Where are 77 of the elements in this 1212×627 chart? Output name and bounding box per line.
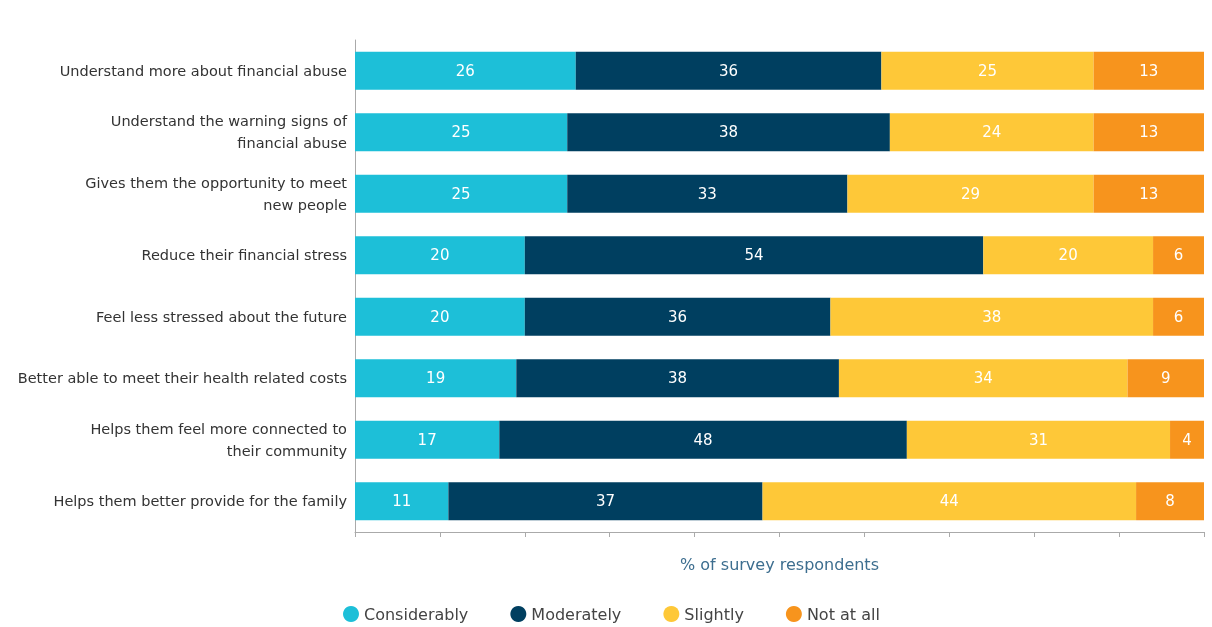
data-label: 38 bbox=[668, 369, 688, 388]
bar bbox=[1127, 359, 1204, 398]
legend-label: Moderately bbox=[531, 604, 622, 624]
bar bbox=[355, 113, 568, 152]
y-tick-label: Better able to meet their health related costs bbox=[17, 370, 347, 387]
data-label: 13 bbox=[1139, 123, 1159, 142]
data-label: 24 bbox=[982, 123, 1002, 142]
data-label: 44 bbox=[939, 492, 959, 511]
data-label: 31 bbox=[1028, 430, 1048, 449]
data-label: 38 bbox=[719, 123, 739, 142]
data-label: 36 bbox=[668, 307, 688, 326]
bar bbox=[1093, 51, 1204, 90]
x-axis-title: % of survey respondents bbox=[680, 554, 879, 574]
bar bbox=[762, 482, 1137, 521]
data-label: 25 bbox=[451, 123, 471, 142]
data-label: 20 bbox=[1058, 246, 1078, 265]
data-label: 20 bbox=[430, 246, 450, 265]
data-label: 25 bbox=[451, 184, 471, 203]
data-label: 33 bbox=[697, 184, 717, 203]
bar bbox=[355, 297, 525, 336]
data-label: 9 bbox=[1161, 369, 1171, 388]
bar bbox=[575, 51, 882, 90]
data-label: 26 bbox=[455, 61, 475, 80]
data-label: 36 bbox=[719, 61, 739, 80]
data-label: 11 bbox=[392, 492, 412, 511]
bar bbox=[516, 359, 839, 398]
data-label: 29 bbox=[960, 184, 981, 203]
bar bbox=[499, 420, 907, 459]
legend-label: Considerably bbox=[364, 604, 469, 624]
data-label: 48 bbox=[693, 430, 713, 449]
bar bbox=[881, 51, 1094, 90]
data-label: 6 bbox=[1173, 307, 1184, 326]
bar bbox=[567, 174, 848, 213]
bar bbox=[567, 113, 890, 152]
bar bbox=[847, 174, 1094, 213]
bar bbox=[906, 420, 1171, 459]
y-tick-label: Helps them feel more connected to their community bbox=[90, 420, 348, 459]
bar bbox=[830, 297, 1154, 336]
data-label: 13 bbox=[1139, 184, 1159, 203]
bar bbox=[889, 113, 1094, 152]
bar bbox=[983, 236, 1154, 275]
bar bbox=[355, 174, 568, 213]
bar bbox=[1153, 236, 1204, 275]
data-label: 38 bbox=[982, 307, 1002, 326]
data-label: 6 bbox=[1173, 246, 1184, 265]
bar bbox=[1170, 420, 1204, 459]
y-tick-label: Helps them better provide for the family bbox=[53, 493, 348, 510]
y-tick-label: Reduce their financial stress bbox=[141, 247, 347, 264]
bar bbox=[1093, 113, 1204, 152]
data-label: 13 bbox=[1139, 61, 1159, 80]
data-label: 54 bbox=[744, 246, 764, 265]
data-label: 34 bbox=[973, 369, 993, 388]
bar bbox=[1093, 174, 1204, 213]
data-label: 25 bbox=[977, 61, 998, 80]
bar bbox=[355, 420, 500, 459]
y-tick-label: Understand the warning signs of financial abuse bbox=[110, 113, 348, 152]
data-label: 4 bbox=[1182, 430, 1192, 449]
data-label: 19 bbox=[426, 369, 446, 388]
data-label: 8 bbox=[1165, 492, 1175, 511]
bar bbox=[355, 359, 517, 398]
bar bbox=[355, 482, 449, 521]
bar bbox=[1136, 482, 1204, 521]
legend-label: Not at all bbox=[806, 604, 880, 624]
data-label: 37 bbox=[595, 492, 615, 511]
bar bbox=[524, 236, 984, 275]
data-label: 20 bbox=[430, 307, 450, 326]
y-tick-label: Gives them the opportunity to meet new people bbox=[85, 174, 348, 213]
bar bbox=[355, 51, 576, 90]
bar bbox=[448, 482, 763, 521]
bar bbox=[524, 297, 831, 336]
y-tick-label: Feel less stressed about the future bbox=[96, 308, 348, 325]
bar bbox=[355, 236, 525, 275]
bar bbox=[1153, 297, 1204, 336]
bar bbox=[838, 359, 1128, 398]
data-label: 17 bbox=[417, 430, 437, 449]
legend-label: Slightly bbox=[684, 604, 744, 624]
y-tick-label: Understand more about financial abuse bbox=[59, 62, 348, 79]
